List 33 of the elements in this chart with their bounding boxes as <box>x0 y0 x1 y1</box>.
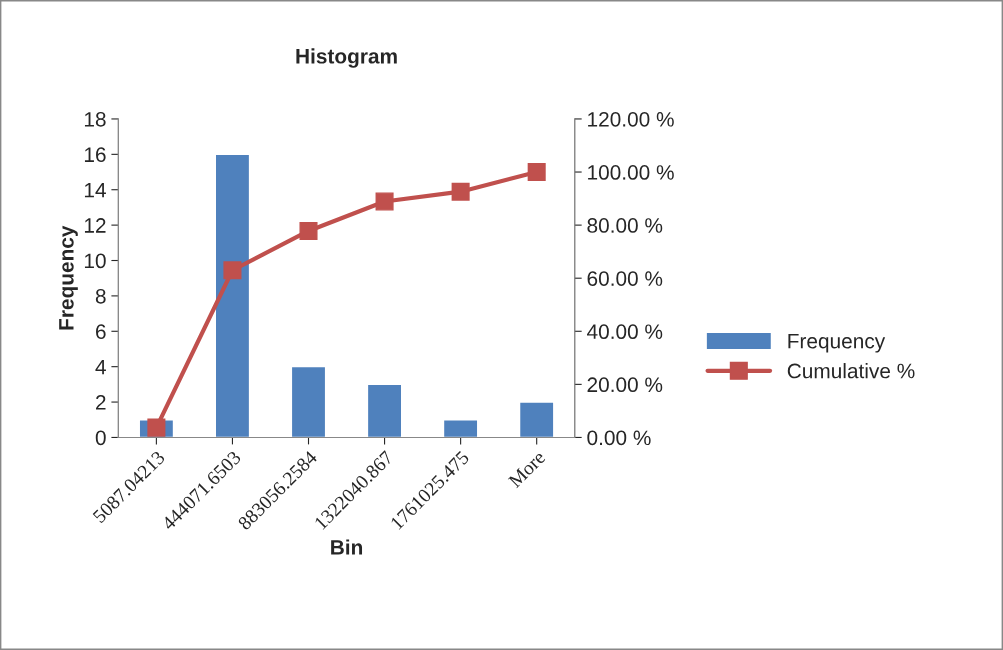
y2-tick-label: 100.00 % <box>588 165 674 180</box>
bar <box>366 383 403 438</box>
y-tick-label: 14 <box>84 182 106 198</box>
bar <box>442 419 479 438</box>
point <box>375 192 394 211</box>
point <box>299 221 318 240</box>
y-tick-label: 16 <box>84 147 106 163</box>
point <box>147 418 166 437</box>
y-tick-label: 6 <box>96 324 106 340</box>
y2-tick-label: 0.00 % <box>587 430 651 446</box>
legend-label: Cumulative % <box>787 363 915 379</box>
y2-tick-label: 120.00 % <box>588 111 674 127</box>
x-axis-title: Bin <box>331 539 363 555</box>
y-tick-label: 18 <box>84 111 106 127</box>
y-tick-label: 0 <box>95 430 106 446</box>
bar <box>214 153 251 438</box>
point <box>223 261 242 280</box>
y2-tick-label: 60.00 % <box>587 271 663 286</box>
bar <box>518 401 555 438</box>
legend-label: Frequency <box>788 333 886 353</box>
y2-tick-label: 80.00 % <box>587 218 663 233</box>
y2-tick-label: 20.00 % <box>587 377 663 393</box>
y-tick-label: 12 <box>84 218 106 233</box>
y-tick-label: 10 <box>84 253 106 269</box>
y-axis-title: Frequency <box>59 225 78 330</box>
y-tick-label: 8 <box>95 288 106 304</box>
y-tick-label: 2 <box>96 395 106 410</box>
y2-tick-label: 40.00 % <box>587 324 663 340</box>
y-tick-label: 4 <box>95 359 106 375</box>
bar <box>290 365 327 438</box>
chart-title: Histogram <box>296 48 397 68</box>
point <box>451 182 470 201</box>
point <box>527 163 546 182</box>
